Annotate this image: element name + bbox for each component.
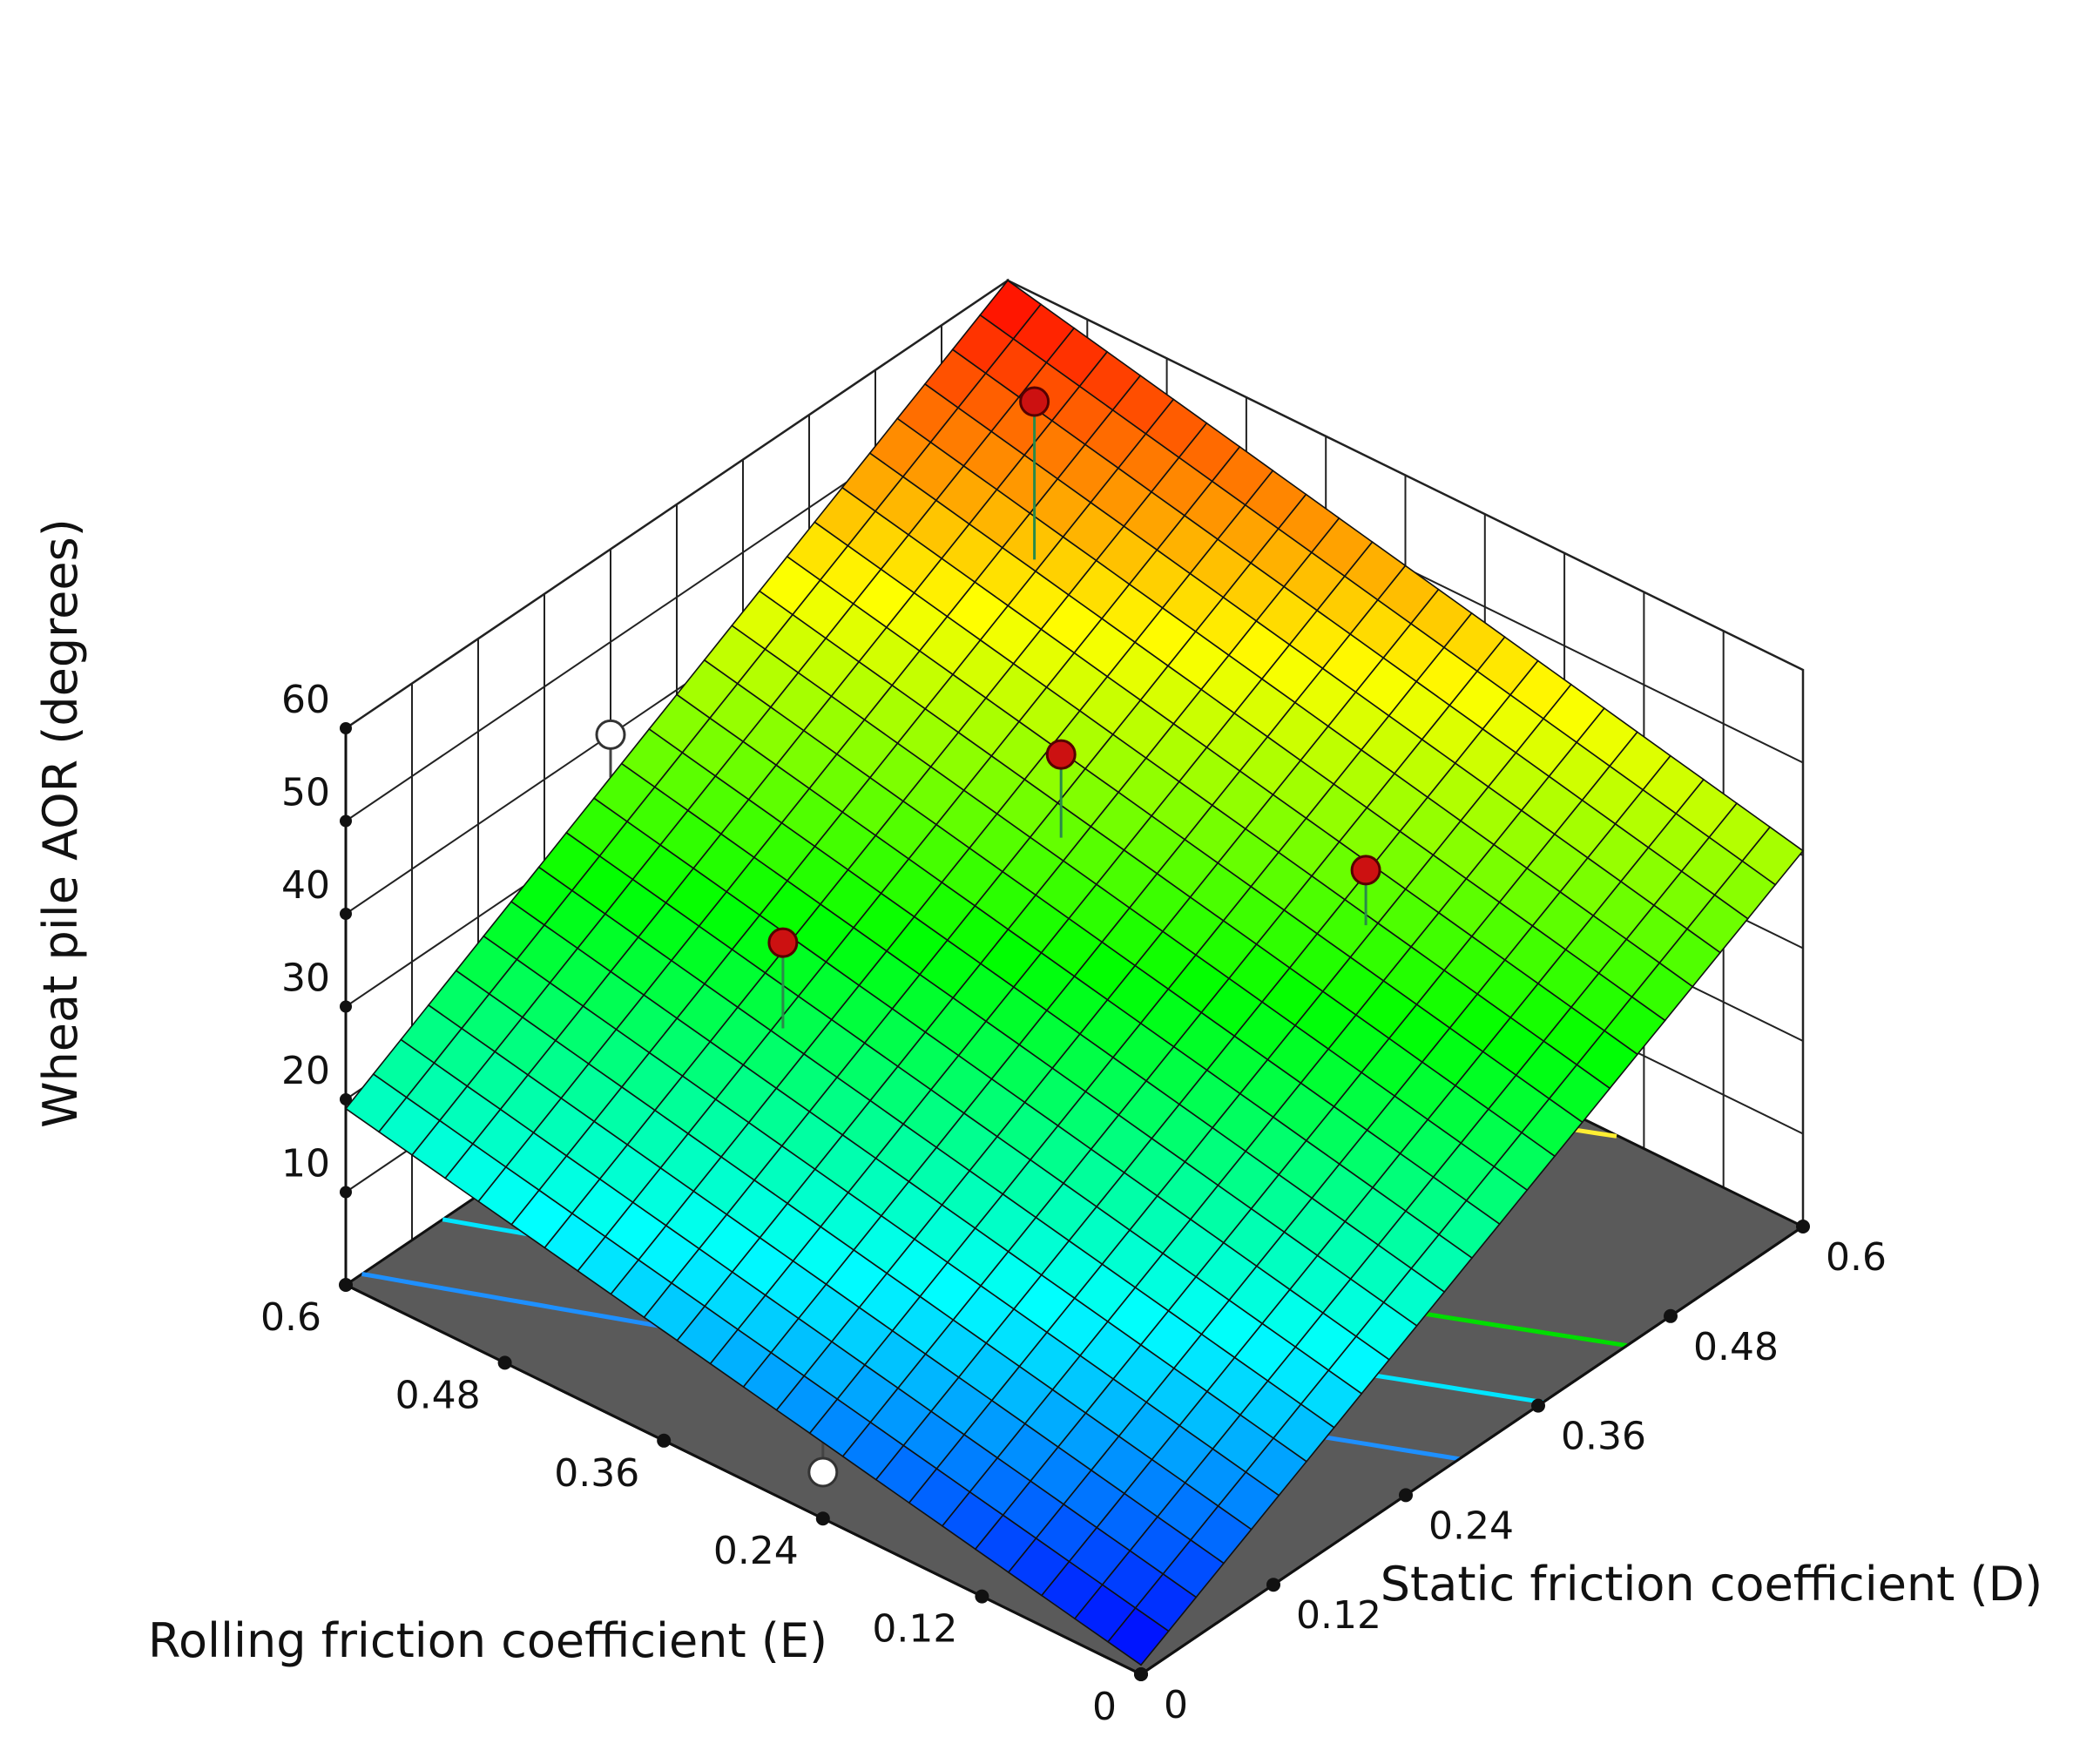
x-tick	[1399, 1488, 1413, 1503]
z-tick-label: 10	[281, 1142, 330, 1186]
z-tick-label: 40	[281, 863, 330, 908]
design-point	[767, 927, 799, 958]
design-points-above	[767, 386, 1381, 1029]
design-point	[1045, 739, 1077, 770]
z-tick-label: 20	[281, 1049, 330, 1093]
design-point	[1350, 855, 1381, 886]
z-tick	[340, 814, 352, 828]
y-tick-label: 0.48	[395, 1373, 481, 1417]
y-tick-label: 0.6	[260, 1295, 321, 1340]
y-tick	[339, 1278, 353, 1292]
x-tick-label: 0.36	[1561, 1415, 1646, 1459]
y-tick-label: 0.36	[554, 1451, 639, 1496]
y-tick	[1134, 1667, 1148, 1681]
z-tick	[340, 908, 352, 920]
y-axis-title: Rolling friction coefficient (E)	[148, 1613, 827, 1668]
x-tick-label: 0	[1164, 1683, 1188, 1727]
x-tick-label: 0.6	[1826, 1235, 1887, 1280]
x-tick-label: 0.48	[1693, 1325, 1779, 1369]
x-tick	[1796, 1220, 1810, 1233]
x-tick	[1664, 1308, 1678, 1323]
axes: 10 20 30 40 50 60 0 0.12 0.24 0.36 0.48 0.6 0 0.12 0.2…	[260, 678, 1887, 1729]
y-axis-line	[345, 1283, 1142, 1676]
design-point	[1019, 386, 1050, 417]
y-tick-label: 0	[1092, 1685, 1117, 1729]
y-tick	[497, 1355, 512, 1370]
y-tick	[657, 1433, 672, 1448]
x-axis-title: Static friction coefficient (D)	[1381, 1557, 2043, 1612]
z-tick-label: 30	[281, 956, 330, 1001]
surface-cell	[979, 279, 1043, 340]
y-tick-label: 0.24	[713, 1529, 799, 1573]
z-tick	[340, 1093, 352, 1105]
x-tick-label: 0.12	[1296, 1593, 1381, 1638]
y-tick	[815, 1511, 830, 1526]
z-axis-title: Wheat pile AOR (degrees)	[33, 518, 88, 1128]
x-axis-line	[1140, 1225, 1804, 1676]
response-surface	[344, 279, 1805, 1666]
x-tick-label: 0.24	[1428, 1504, 1514, 1548]
x-tick	[1531, 1398, 1545, 1413]
design-point	[595, 719, 626, 750]
z-tick	[340, 722, 352, 734]
z-tick	[340, 1000, 352, 1013]
z-tick-label: 60	[281, 678, 330, 722]
design-point	[807, 1457, 839, 1488]
x-tick	[1266, 1578, 1280, 1592]
z-tick-label: 50	[281, 771, 330, 815]
z-tick	[340, 1186, 352, 1199]
y-tick-label: 0.12	[872, 1607, 957, 1652]
y-tick	[975, 1589, 989, 1604]
